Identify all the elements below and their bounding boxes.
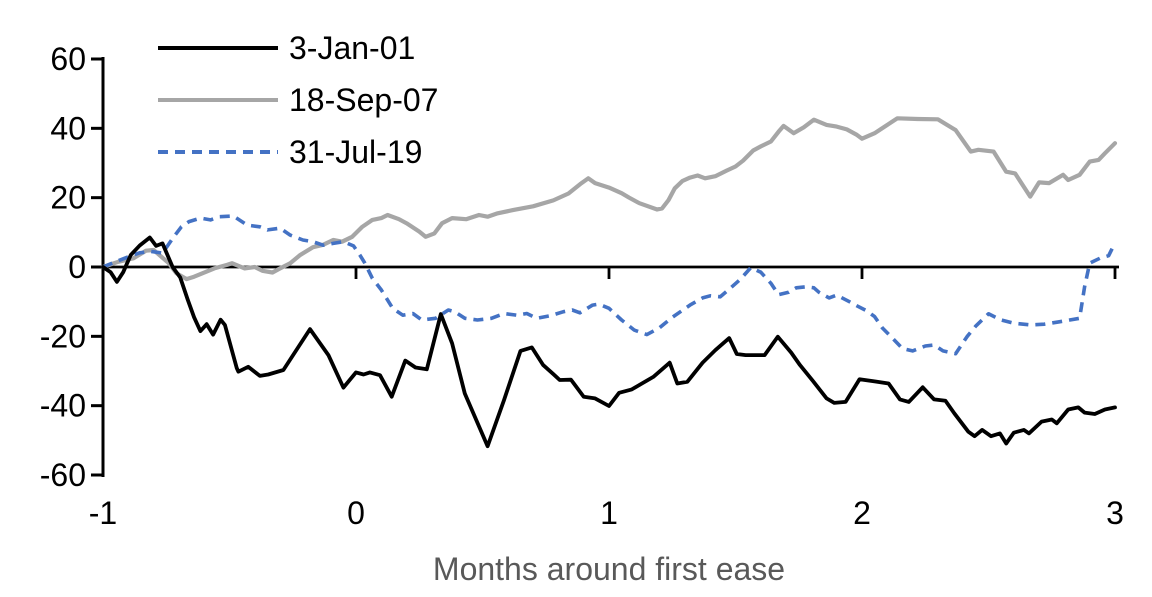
legend-label: 18-Sep-07 <box>289 81 439 118</box>
legend-line-sample-icon <box>158 150 278 154</box>
legend: 3-Jan-01 18-Sep-07 31-Jul-19 <box>158 22 438 178</box>
legend-line-sample-icon <box>158 46 278 50</box>
y-tick-label: 0 <box>68 249 86 285</box>
legend-label: 3-Jan-01 <box>289 29 416 66</box>
x-axis-title: Months around first ease <box>432 551 786 587</box>
x-tick-label: 2 <box>853 495 871 531</box>
legend-item-3-jan-01: 3-Jan-01 <box>158 22 438 74</box>
legend-line-sample-icon <box>158 97 278 103</box>
legend-label: 31-Jul-19 <box>289 133 423 170</box>
y-tick-label: 60 <box>50 41 86 77</box>
y-tick-label: 20 <box>50 180 86 216</box>
x-tick-label: 3 <box>1106 495 1124 531</box>
y-tick-label: 40 <box>50 110 86 146</box>
series-line-31-jul-19 <box>102 214 1117 356</box>
x-tick-label: 1 <box>600 495 618 531</box>
y-tick-label: -60 <box>40 457 86 493</box>
x-tick-label: 0 <box>347 495 365 531</box>
y-tick-label: -40 <box>40 388 86 424</box>
series-line-18-sep-07 <box>100 116 1118 282</box>
legend-item-31-jul-19: 31-Jul-19 <box>158 126 438 178</box>
legend-item-18-sep-07: 18-Sep-07 <box>158 74 438 126</box>
x-tick-label: -1 <box>89 495 117 531</box>
series-line-3-jan-01 <box>101 235 1117 449</box>
y-tick-label: -20 <box>40 318 86 354</box>
